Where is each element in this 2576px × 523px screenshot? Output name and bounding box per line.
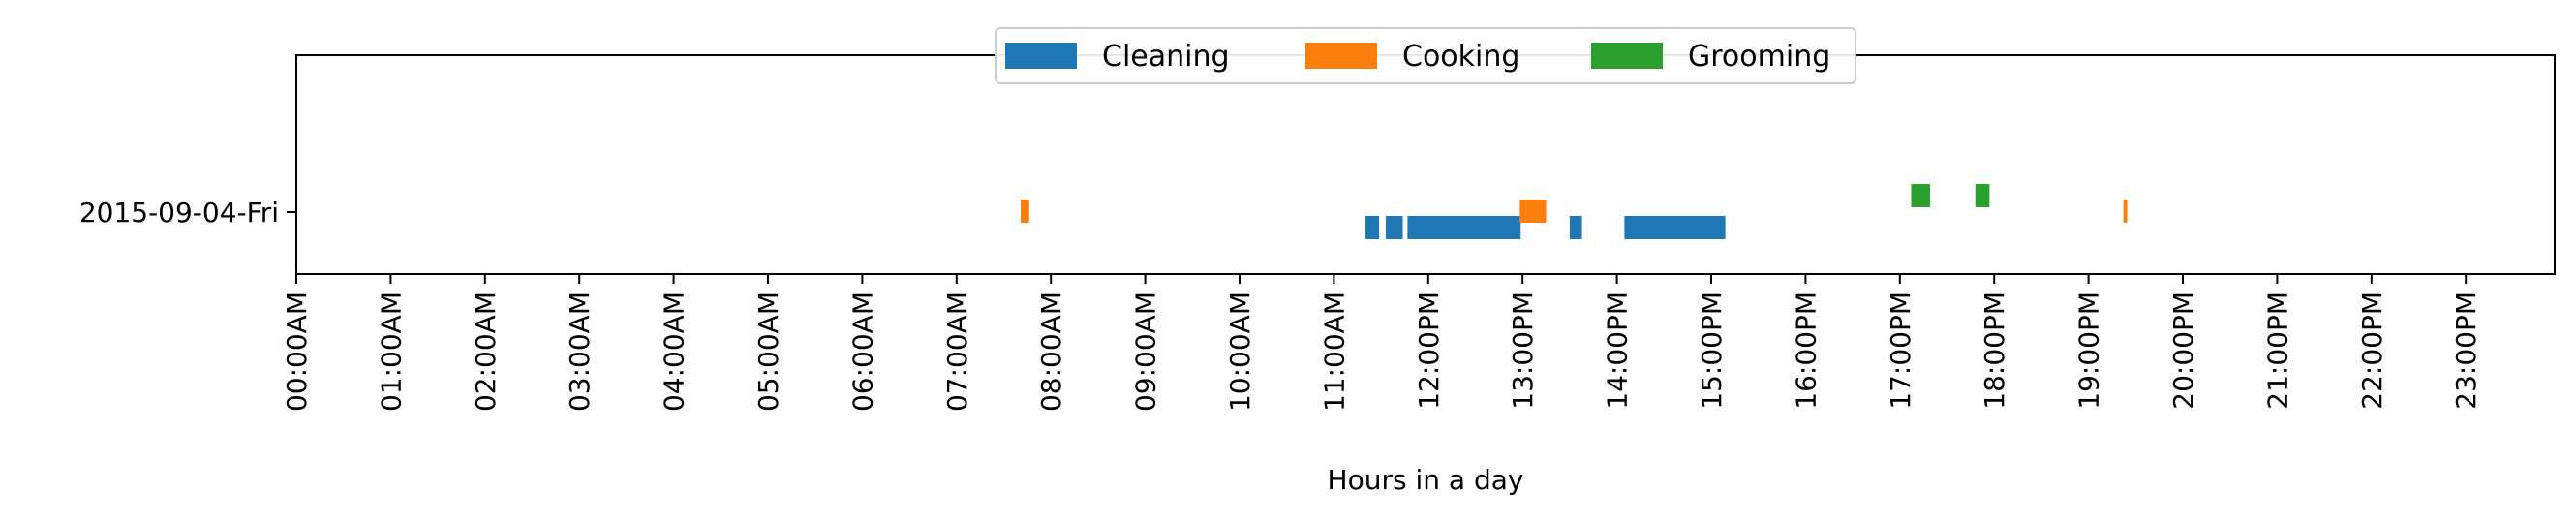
legend-swatch-cleaning xyxy=(1005,43,1077,69)
bar-cleaning-1 xyxy=(1385,216,1403,239)
x-tick-label: 07:00AM xyxy=(941,292,973,412)
bar-cooking-2 xyxy=(2123,200,2128,223)
x-tick-label: 14:00PM xyxy=(1602,292,1634,410)
x-tick-label: 16:00PM xyxy=(1790,292,1822,410)
x-tick-label: 13:00PM xyxy=(1507,292,1539,410)
x-tick-label: 12:00PM xyxy=(1413,292,1445,410)
legend-swatch-cooking xyxy=(1305,43,1377,69)
bar-cooking-1 xyxy=(1519,200,1547,223)
x-tick-label: 11:00AM xyxy=(1318,292,1350,412)
x-tick-label: 23:00PM xyxy=(2450,292,2482,410)
legend-label-grooming: Grooming xyxy=(1688,40,1830,74)
bar-grooming-0 xyxy=(1911,184,1930,207)
y-tick-label: 2015-09-04-Fri xyxy=(79,197,279,229)
x-tick-label: 21:00PM xyxy=(2261,292,2293,410)
x-tick-label: 05:00AM xyxy=(752,292,784,412)
legend-frame xyxy=(995,27,1856,84)
legend-label-cleaning: Cleaning xyxy=(1102,40,1230,74)
x-tick-label: 10:00AM xyxy=(1224,292,1256,412)
plot-area-frame xyxy=(295,54,2556,275)
x-tick-label: 02:00AM xyxy=(470,292,502,412)
legend-label-cooking: Cooking xyxy=(1402,40,1519,74)
x-tick-label: 22:00PM xyxy=(2356,292,2388,410)
x-tick-label: 01:00AM xyxy=(375,292,407,412)
bar-grooming-1 xyxy=(1975,184,1990,207)
x-tick-label: 09:00AM xyxy=(1130,292,1162,412)
y-axis: 2015-09-04-Fri xyxy=(79,197,296,229)
x-axis: 00:00AM 01:00AM 02:00AM 03:00AM 04:00AM 05:00… xyxy=(281,274,2482,412)
bars-layer xyxy=(1021,184,2128,239)
x-tick-label: 19:00PM xyxy=(2073,292,2105,410)
x-tick-label: 00:00AM xyxy=(281,292,313,412)
x-tick-label: 04:00AM xyxy=(659,292,690,412)
x-tick-label: 17:00PM xyxy=(1885,292,1917,410)
x-tick-label: 08:00AM xyxy=(1035,292,1067,412)
bar-cleaning-0 xyxy=(1365,216,1380,239)
x-tick-label: 03:00AM xyxy=(564,292,596,412)
x-axis-label: Hours in a day xyxy=(1328,464,1524,496)
x-tick-label: 06:00AM xyxy=(846,292,878,412)
x-tick-label: 15:00PM xyxy=(1696,292,1728,410)
bar-cleaning-4 xyxy=(1624,216,1726,239)
bar-cleaning-2 xyxy=(1407,216,1521,239)
bar-cooking-0 xyxy=(1021,200,1029,223)
legend-swatch-grooming xyxy=(1591,43,1663,69)
bar-cleaning-3 xyxy=(1569,216,1582,239)
x-tick-label: 18:00PM xyxy=(1978,292,2010,410)
x-tick-label: 20:00PM xyxy=(2167,292,2199,410)
legend: Cleaning Cooking Grooming xyxy=(995,27,1856,84)
